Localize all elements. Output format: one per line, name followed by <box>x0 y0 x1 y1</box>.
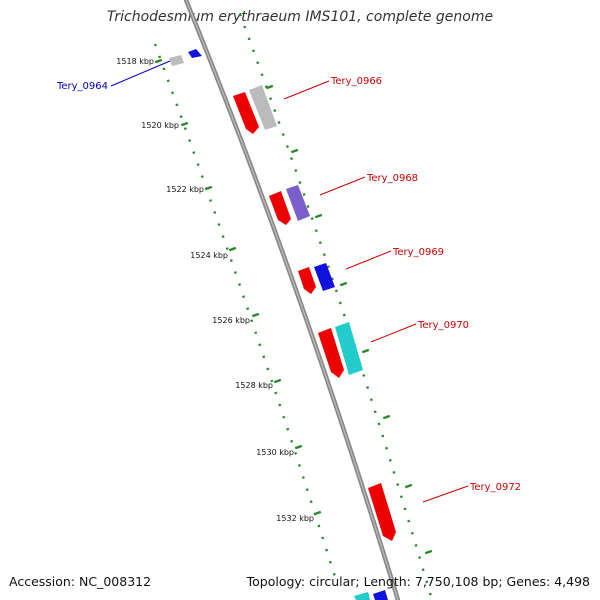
gene-feature[interactable] <box>298 267 316 294</box>
leader-line <box>345 250 392 270</box>
gene-feature[interactable] <box>169 55 184 66</box>
genome-backbone <box>183 0 401 600</box>
gene-feature[interactable] <box>373 590 388 600</box>
gene-feature[interactable] <box>188 49 202 58</box>
scale-label: 1530 kbp <box>256 448 294 457</box>
right-tick-ruler <box>238 13 434 600</box>
major-tick <box>382 414 391 420</box>
major-tick <box>339 281 348 287</box>
gene-label-tery-0966[interactable]: Tery_0966 <box>330 76 382 87</box>
major-tick <box>313 510 322 516</box>
gene-feature[interactable] <box>233 92 259 134</box>
gene-feature[interactable] <box>314 263 335 291</box>
scale-label: 1524 kbp <box>190 251 228 260</box>
major-tick <box>424 549 433 555</box>
gene-feature[interactable] <box>249 85 277 130</box>
major-tick <box>404 483 413 489</box>
leader-line <box>422 485 469 503</box>
major-tick <box>265 84 274 90</box>
major-tick <box>204 185 213 191</box>
gene-feature[interactable] <box>269 191 291 225</box>
major-tick <box>361 348 370 354</box>
major-tick <box>314 213 323 219</box>
scale-label: 1522 kbp <box>166 185 204 194</box>
leader-line <box>110 60 171 87</box>
major-tick <box>294 444 303 450</box>
genome-backbone-highlight <box>185 0 399 600</box>
major-tick <box>273 378 282 384</box>
scale-labels: 1518 kbp 1520 kbp 1522 kbp 1524 kbp 1526… <box>116 57 314 523</box>
gene-feature[interactable] <box>335 322 363 375</box>
scale-label: 1528 kbp <box>235 381 273 390</box>
gene-label-tery-0970[interactable]: Tery_0970 <box>417 320 469 331</box>
gene-feature[interactable] <box>354 592 370 600</box>
gene-label-tery-0968[interactable]: Tery_0968 <box>366 173 418 184</box>
gene-label-tery-0972[interactable]: Tery_0972 <box>469 482 521 493</box>
major-tick <box>290 148 299 154</box>
gene-labels: Tery_0964 Tery_0966 Tery_0968 Tery_0969 … <box>56 76 521 493</box>
label-leaders <box>110 60 469 503</box>
gene-label-tery-0969[interactable]: Tery_0969 <box>392 247 444 258</box>
left-tick-ruler <box>153 43 338 581</box>
scale-label: 1532 kbp <box>276 514 314 523</box>
gene-feature[interactable] <box>286 185 310 221</box>
gene-feature[interactable] <box>318 328 344 378</box>
scale-label: 1518 kbp <box>116 57 154 66</box>
scale-label: 1526 kbp <box>212 316 250 325</box>
gene-label-tery-0964[interactable]: Tery_0964 <box>56 81 108 92</box>
scale-label: 1520 kbp <box>141 121 179 130</box>
topology-summary: Topology: circular; Length: 7,750,108 bp… <box>246 574 590 589</box>
major-tick <box>228 246 237 252</box>
accession-label: Accession: NC_008312 <box>9 574 152 589</box>
leader-line <box>370 323 417 343</box>
major-ticks <box>154 58 433 555</box>
major-tick <box>251 312 260 318</box>
map-title: Trichodesmium erythraeum IMS101, complet… <box>106 9 494 25</box>
gene-features <box>169 49 396 600</box>
major-tick <box>180 121 189 127</box>
major-tick <box>154 58 163 64</box>
leader-line <box>319 176 366 196</box>
leader-line <box>283 80 330 100</box>
gene-feature[interactable] <box>368 483 396 541</box>
